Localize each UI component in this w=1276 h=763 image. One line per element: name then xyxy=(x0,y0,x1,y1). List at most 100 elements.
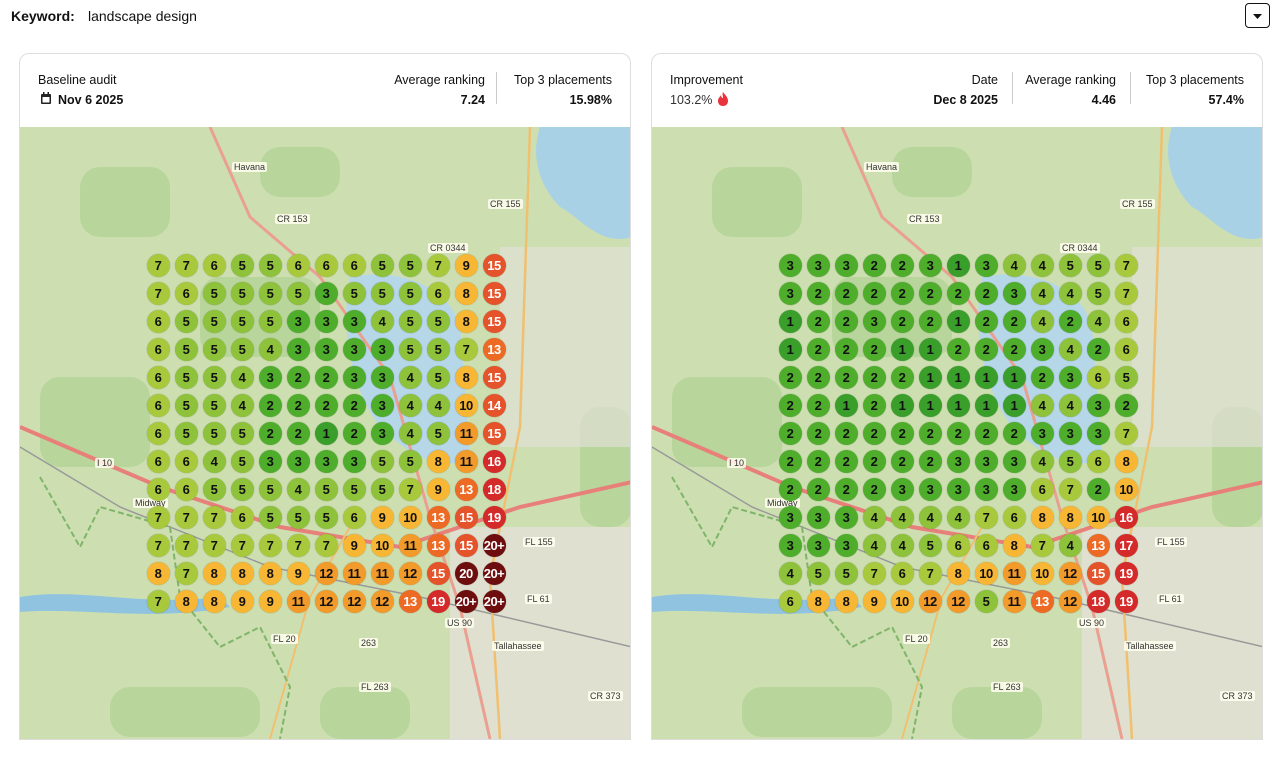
rank-cell: 3 xyxy=(342,337,366,361)
rank-cell: 3 xyxy=(918,477,942,501)
rank-cell: 3 xyxy=(946,477,970,501)
map-label: 263 xyxy=(991,638,1011,648)
rank-cell: 3 xyxy=(370,337,394,361)
rank-cell: 2 xyxy=(1114,393,1138,417)
rank-cell: 2 xyxy=(314,365,338,389)
rank-cell: 3 xyxy=(778,281,802,305)
rank-cell: 3 xyxy=(342,309,366,333)
rank-cell: 19 xyxy=(1114,589,1138,613)
rank-cell: 5 xyxy=(806,561,830,585)
rank-cell: 2 xyxy=(834,309,858,333)
rank-cell: 4 xyxy=(918,505,942,529)
rank-cell: 3 xyxy=(806,505,830,529)
city xyxy=(450,527,630,739)
stat-value: 57.4% xyxy=(1208,93,1244,107)
rank-cell: 5 xyxy=(258,309,282,333)
rank-cell: 1 xyxy=(946,365,970,389)
rank-cell: 7 xyxy=(918,561,942,585)
rank-cell: 2 xyxy=(806,365,830,389)
rank-cell: 11 xyxy=(370,561,394,585)
rank-cell: 4 xyxy=(890,533,914,557)
rank-cell: 2 xyxy=(862,477,886,501)
map-label: I 10 xyxy=(727,458,747,468)
stat-value: 4.46 xyxy=(1091,93,1116,107)
map-label: FL 20 xyxy=(903,634,930,644)
rank-cell: 3 xyxy=(1002,477,1026,501)
keyword-label: Keyword: xyxy=(11,8,75,24)
rank-cell: 7 xyxy=(174,561,198,585)
rank-cell: 11 xyxy=(286,589,310,613)
rank-cell: 8 xyxy=(454,365,478,389)
map-label: CR 373 xyxy=(588,691,623,701)
dropdown-button[interactable] xyxy=(1245,3,1270,28)
lake xyxy=(1168,127,1262,239)
rank-cell: 5 xyxy=(202,477,226,501)
rank-cell: 5 xyxy=(230,337,254,361)
improvement-card: Improvement 103.2% Date Dec 8 2025 Avera… xyxy=(651,53,1263,740)
rank-cell: 8 xyxy=(454,281,478,305)
rank-cell: 4 xyxy=(946,505,970,529)
rank-cell: 1 xyxy=(946,309,970,333)
rank-cell: 4 xyxy=(778,561,802,585)
stat-value: 15.98% xyxy=(569,93,612,107)
map-label: FL 155 xyxy=(523,537,555,547)
calendar-icon xyxy=(41,92,51,104)
rank-cell: 1 xyxy=(974,393,998,417)
rank-cell: 3 xyxy=(1058,421,1082,445)
rank-cell: 7 xyxy=(1030,533,1054,557)
rank-cell: 5 xyxy=(1086,281,1110,305)
rank-cell: 6 xyxy=(314,253,338,277)
rank-cell: 15 xyxy=(454,533,478,557)
rank-cell: 2 xyxy=(806,449,830,473)
rank-cell: 5 xyxy=(370,477,394,501)
map-label: CR 153 xyxy=(907,214,942,224)
rank-cell: 15 xyxy=(426,561,450,585)
rank-cell: 2 xyxy=(834,449,858,473)
rank-cell: 3 xyxy=(834,505,858,529)
rank-cell: 3 xyxy=(286,309,310,333)
rank-cell: 5 xyxy=(398,337,422,361)
map-background xyxy=(652,126,1262,739)
rank-cell: 3 xyxy=(1058,365,1082,389)
rank-cell: 2 xyxy=(974,281,998,305)
rank-cell: 4 xyxy=(1058,337,1082,361)
map-label: US 90 xyxy=(1077,618,1107,628)
rank-cell: 5 xyxy=(202,281,226,305)
rank-cell: 7 xyxy=(426,253,450,277)
rank-cell: 20+ xyxy=(482,561,506,585)
rank-cell: 6 xyxy=(146,365,170,389)
road xyxy=(1120,126,1164,739)
rank-cell: 6 xyxy=(1086,365,1110,389)
rank-cell: 6 xyxy=(342,253,366,277)
rank-cell: 5 xyxy=(258,253,282,277)
rank-cell: 7 xyxy=(146,281,170,305)
rank-cell: 5 xyxy=(398,253,422,277)
rank-cell: 3 xyxy=(778,253,802,277)
rank-cell: 4 xyxy=(370,309,394,333)
map-label: I 10 xyxy=(95,458,115,468)
rank-cell: 8 xyxy=(426,449,450,473)
map-label: FL 20 xyxy=(271,634,298,644)
rank-cell: 6 xyxy=(1086,449,1110,473)
rank-cell: 2 xyxy=(918,281,942,305)
rank-cell: 4 xyxy=(1030,449,1054,473)
map-label: Midway xyxy=(133,498,168,508)
rank-cell: 2 xyxy=(806,421,830,445)
date: Dec 8 2025 xyxy=(933,93,998,107)
rank-cell: 3 xyxy=(258,365,282,389)
rank-cell: 12 xyxy=(1058,561,1082,585)
rank-cell: 4 xyxy=(230,365,254,389)
rank-cell: 2 xyxy=(890,449,914,473)
rank-cell: 7 xyxy=(174,505,198,529)
rank-cell: 17 xyxy=(1114,533,1138,557)
rank-cell: 4 xyxy=(202,449,226,473)
date-label: Date xyxy=(971,73,998,87)
rank-cell: 1 xyxy=(918,337,942,361)
rank-cell: 12 xyxy=(342,589,366,613)
rank-cell: 2 xyxy=(862,253,886,277)
rank-cell: 2 xyxy=(286,365,310,389)
rank-cell: 6 xyxy=(426,281,450,305)
lake xyxy=(536,127,630,239)
rank-cell: 1 xyxy=(1002,365,1026,389)
rank-cell: 20 xyxy=(454,561,478,585)
